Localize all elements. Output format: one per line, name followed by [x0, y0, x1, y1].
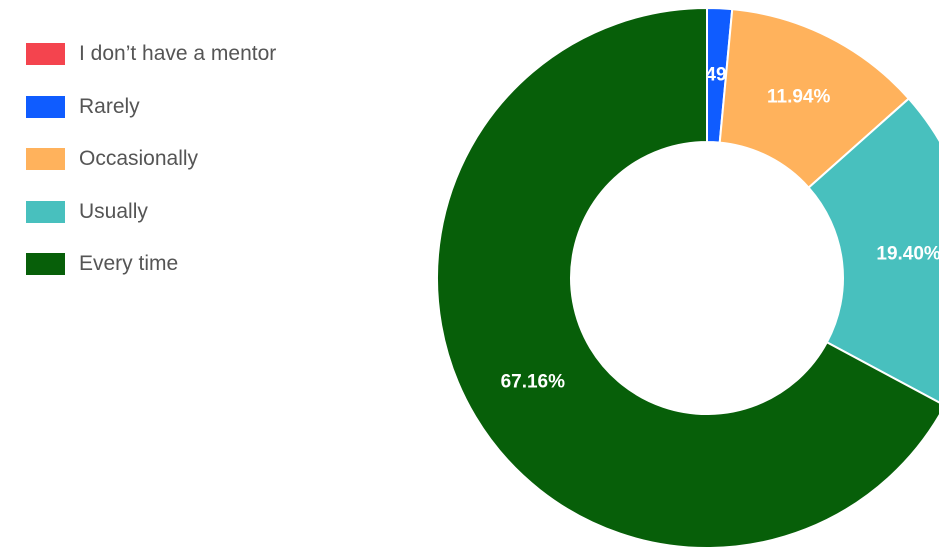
legend-label-no-mentor: I don’t have a mentor: [79, 42, 277, 66]
legend-swatch-occasionally: [26, 148, 65, 171]
slice-label-usually: 19.40%: [876, 244, 939, 265]
legend-item-every-time[interactable]: Every time: [26, 238, 276, 291]
legend-label-occasionally: Occasionally: [79, 147, 199, 171]
legend-swatch-rarely: [26, 95, 65, 118]
legend-swatch-every-time: [26, 253, 65, 276]
slice-every-time[interactable]: [436, 6, 939, 549]
slice-label-occasionally: 11.94%: [767, 86, 830, 107]
legend-item-occasionally[interactable]: Occasionally: [26, 133, 276, 186]
legend-label-every-time: Every time: [79, 252, 179, 276]
legend-swatch-no-mentor: [26, 43, 65, 66]
chart-legend: I don’t have a mentor Rarely Occasionall…: [26, 28, 276, 291]
legend-label-usually: Usually: [79, 199, 148, 223]
legend-item-rarely[interactable]: Rarely: [26, 81, 276, 134]
slice-label-every-time: 67.16%: [501, 372, 566, 393]
legend-label-rarely: Rarely: [79, 94, 140, 118]
legend-item-no-mentor[interactable]: I don’t have a mentor: [26, 28, 276, 81]
legend-item-usually[interactable]: Usually: [26, 186, 276, 239]
legend-swatch-usually: [26, 200, 65, 223]
slice-usually[interactable]: [807, 97, 939, 406]
